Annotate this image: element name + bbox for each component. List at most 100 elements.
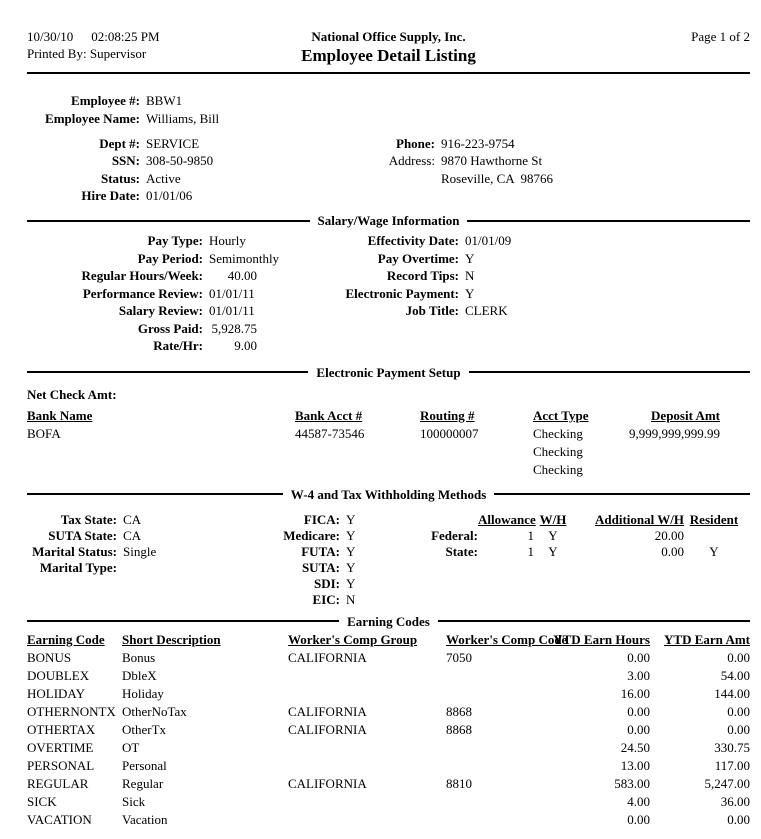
ytd-hours-cell: 0.00 xyxy=(627,703,650,719)
comp-code-cell xyxy=(446,793,552,811)
divider-line xyxy=(27,371,309,374)
ytd-hours-cell: 0.00 xyxy=(627,649,650,665)
electronic-payment-row: Electronic Payment: Y xyxy=(330,285,511,303)
ytd-hours-cell: 3.00 xyxy=(627,667,650,683)
ytd-hours-cell: 16.00 xyxy=(620,685,650,701)
eic-row: EIC: N xyxy=(230,592,372,608)
comp-code-cell: 8810 xyxy=(446,775,472,791)
employee-name-value: Williams, Bill xyxy=(146,110,220,126)
report-title: Employee Detail Listing xyxy=(301,46,476,65)
short-description-cell: Holiday xyxy=(122,685,164,701)
acct-type-cell: Checking xyxy=(533,425,583,441)
routing-cell: 100000007 xyxy=(420,425,479,441)
ytd-hours-cell: 0.00 xyxy=(627,811,650,827)
earning-code-cell: HOLIDAY xyxy=(27,685,86,701)
state-wh: Y xyxy=(548,543,558,559)
earning-code-cell: REGULAR xyxy=(27,775,89,791)
comp-code-cell: 8868 xyxy=(446,703,472,719)
ytd-amt-cell: 117.00 xyxy=(714,757,750,773)
bank-acct-cell xyxy=(295,443,420,461)
employee-dept-block: Dept #: SERVICE SSN: 308-50-9850 Status:… xyxy=(27,135,357,204)
print-datetime: 10/30/10 02:08:25 PM xyxy=(27,28,301,45)
rate-hr-value: 9.00 xyxy=(234,338,257,354)
rate-hr-label: Rate/Hr: xyxy=(153,338,203,354)
employee-name-label: Employee Name: xyxy=(45,110,140,126)
bank-accounts-table: Bank Name Bank Acct # Routing # Acct Typ… xyxy=(27,407,750,480)
earning-code-cell: BONUS xyxy=(27,649,72,665)
federal-resident xyxy=(684,528,744,544)
divider-line xyxy=(467,219,751,222)
suta-label: SUTA: xyxy=(301,559,340,575)
ytd-amt-cell: 0.00 xyxy=(727,811,750,827)
effectivity-date-row: Effectivity Date: 01/01/09 xyxy=(330,232,512,250)
fica-value: Y xyxy=(346,511,356,527)
pay-overtime-value: Y xyxy=(465,250,475,266)
print-date: 10/30/10 xyxy=(27,29,74,44)
marital-status-label: Marital Status: xyxy=(32,543,117,559)
ytd-amt-cell: 0.00 xyxy=(727,703,750,719)
ytd-amt-cell: 0.00 xyxy=(727,721,750,737)
dept-row: Dept #: SERVICE xyxy=(27,135,357,152)
job-title-value: CLERK xyxy=(465,303,508,319)
sdi-label: SDI: xyxy=(313,575,340,591)
divider-line xyxy=(27,620,340,623)
marital-status-value: Single xyxy=(123,543,157,559)
divider-line xyxy=(437,620,750,623)
status-value: Active xyxy=(146,170,181,186)
earning-code-cell: SICK xyxy=(27,793,57,809)
earning-code-cell: OTHERTAX xyxy=(27,721,96,737)
record-tips-value: N xyxy=(465,268,475,284)
short-description-cell: OtherNoTax xyxy=(122,703,187,719)
earning-codes-table: Earning Code Short Description Worker's … xyxy=(27,631,750,829)
eic-value: N xyxy=(346,591,356,607)
ytd-amt-cell: 330.75 xyxy=(714,739,750,755)
resident-header: Resident xyxy=(689,511,739,527)
comp-code-cell: 8868 xyxy=(446,721,472,737)
gross-paid-row: Gross Paid: 5,928.75 xyxy=(27,320,330,338)
short-description-cell: Regular xyxy=(122,775,164,791)
regular-hours-value: 40.00 xyxy=(227,268,257,284)
acct-type-cell: Checking xyxy=(533,462,583,478)
regular-hours-label: Regular Hours/Week: xyxy=(81,268,203,284)
acct-type-cell: Checking xyxy=(533,443,583,459)
phone-label: Phone: xyxy=(396,136,435,151)
header-center: National Office Supply, Inc. Employee De… xyxy=(301,28,476,67)
fica-label: FICA: xyxy=(303,511,340,527)
deposit-amt-cell xyxy=(625,461,720,479)
phone-row: Phone: 916-223-9754 xyxy=(357,135,553,152)
sdi-row: SDI: Y xyxy=(230,576,372,592)
bank-name-cell: BOFA xyxy=(27,425,61,441)
employee-number-value: BBW1 xyxy=(146,93,183,108)
salary-left-column: Pay Type: Hourly Pay Period: Semimonthly… xyxy=(27,232,330,355)
short-description-cell: OT xyxy=(122,739,140,755)
comp-code-cell xyxy=(446,739,552,757)
tax-state-label: Tax State: xyxy=(60,511,117,527)
comp-group-cell: CALIFORNIA xyxy=(288,649,367,665)
employee-number-row: Employee #: BBW1 xyxy=(27,92,750,110)
earning-code-cell: DOUBLEX xyxy=(27,667,90,683)
salary-review-value: 01/01/11 xyxy=(209,303,255,319)
gross-paid-value: 5,928.75 xyxy=(211,320,258,336)
regular-hours-row: Regular Hours/Week: 40.00 xyxy=(27,267,330,285)
printed-by-label: Printed By: xyxy=(27,46,87,61)
short-description-cell: Vacation xyxy=(122,811,168,827)
performance-review-value: 01/01/11 xyxy=(209,285,255,301)
hire-date-value: 01/01/06 xyxy=(146,187,193,203)
withholding-corner-cell xyxy=(408,512,478,528)
address-line1: 9870 Hawthorne St xyxy=(441,153,543,169)
earning-code-cell: OVERTIME xyxy=(27,739,94,755)
ytd-amt-header: YTD Earn Amt xyxy=(664,631,750,647)
short-description-cell: OtherTx xyxy=(122,721,167,737)
printed-by-line: Printed By: Supervisor xyxy=(27,45,301,62)
acct-type-header: Acct Type xyxy=(533,407,589,423)
pay-type-value: Hourly xyxy=(209,233,246,249)
salary-wage-section: Pay Type: Hourly Pay Period: Semimonthly… xyxy=(27,232,750,355)
allowance-header: Allowance xyxy=(478,511,536,527)
salary-section-title: Salary/Wage Information xyxy=(317,213,460,229)
job-title-row: Job Title: CLERK xyxy=(330,302,511,320)
federal-wh: Y xyxy=(548,527,558,543)
employee-name-row: Employee Name: Williams, Bill xyxy=(27,110,750,128)
ssn-label: SSN: xyxy=(111,153,140,169)
w4-section-divider: W-4 and Tax Withholding Methods xyxy=(27,486,750,503)
